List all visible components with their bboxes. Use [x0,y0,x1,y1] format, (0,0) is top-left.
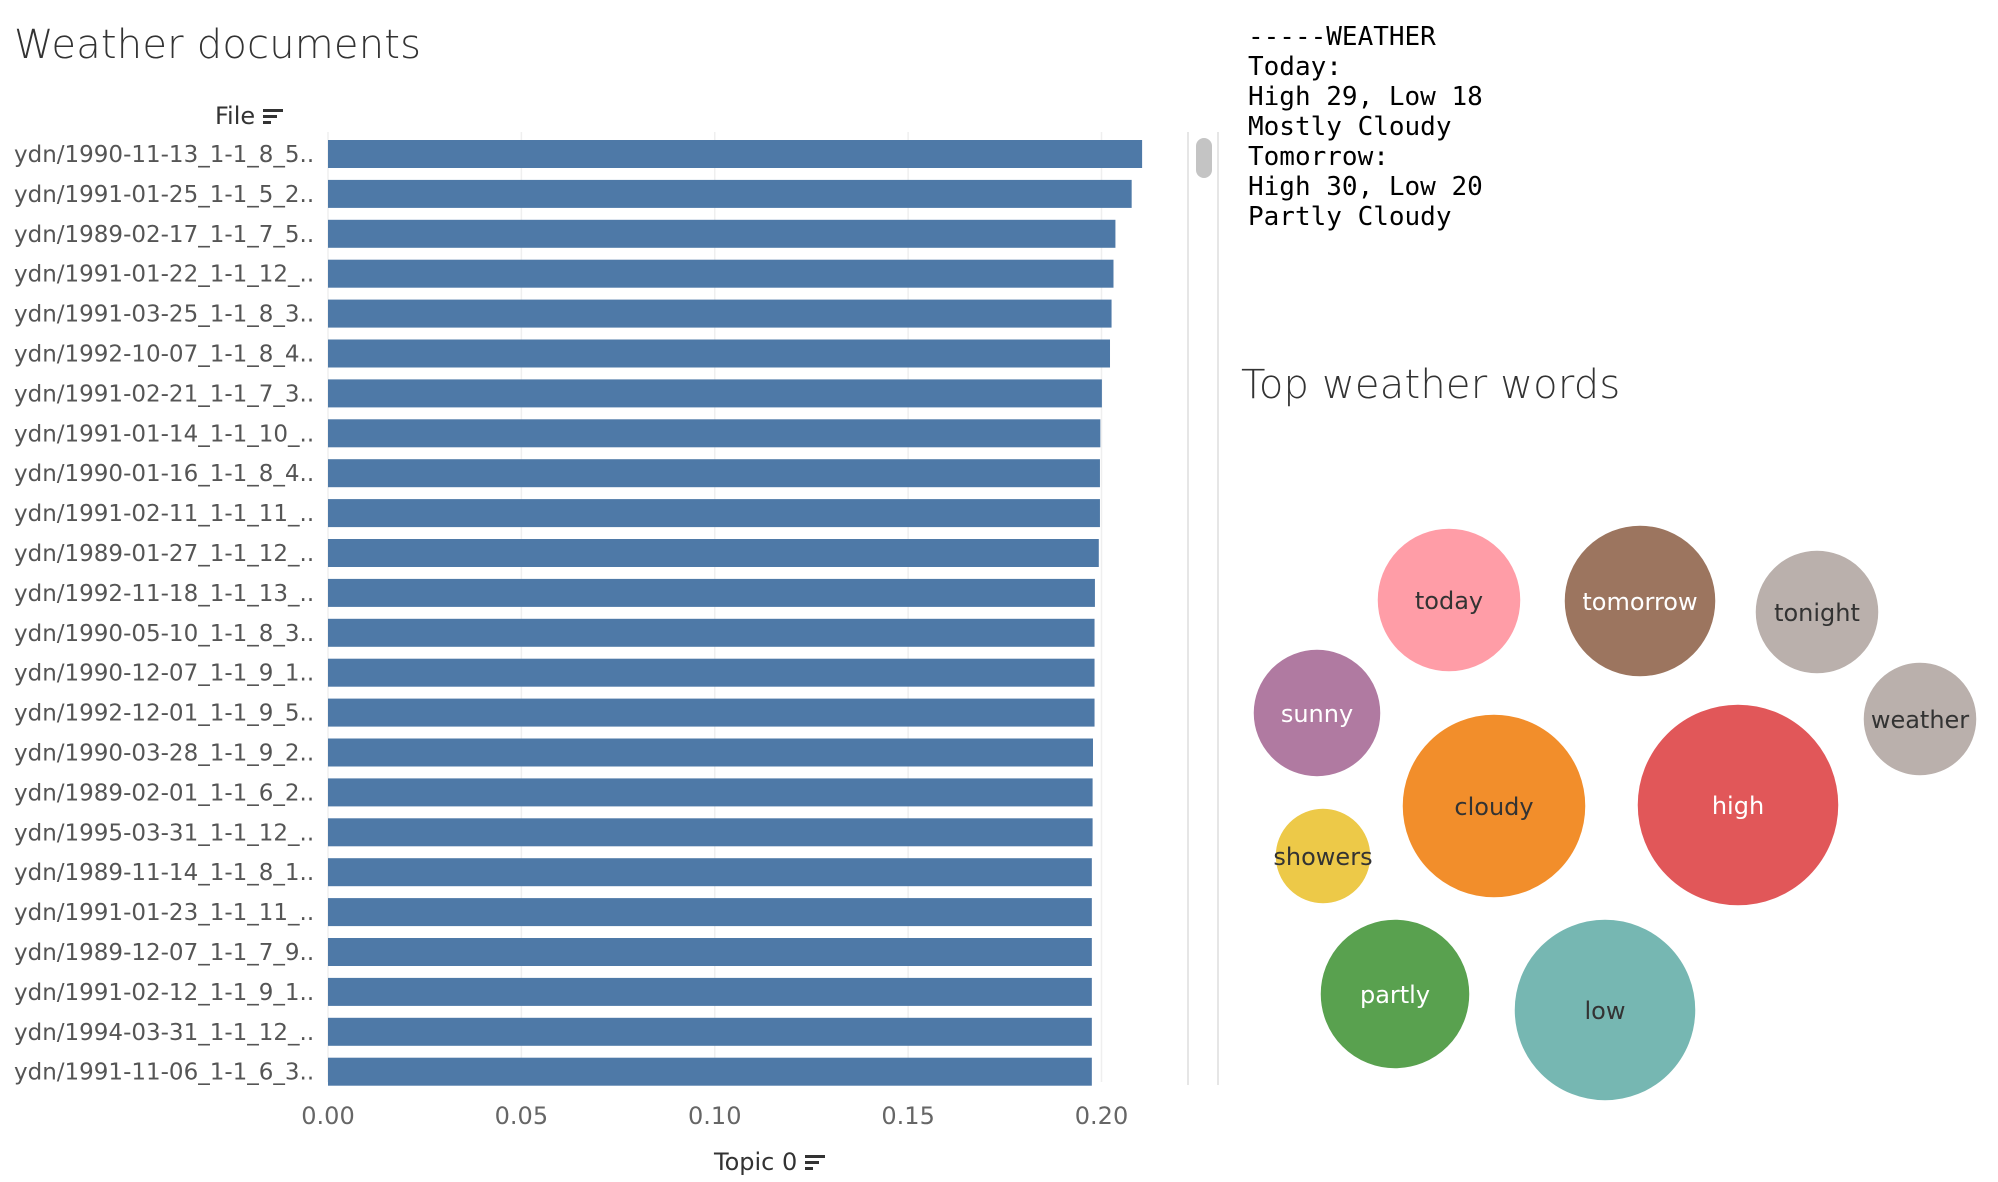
x-tick-label: 0.10 [688,1102,741,1130]
file-labels-group: ydn/1990-11-13_1-1_8_5.. ydn/1991-01-25_1… [14,142,314,1086]
bubble-partly[interactable] [1319,918,1471,1070]
file-label[interactable]: ydn/1992-12-01_1-1_9_5.. [14,701,314,727]
file-label[interactable]: ydn/1990-01-16_1-1_8_4.. [14,461,314,487]
bar[interactable] [328,858,1092,887]
bubbles-group: today tomorrow tonight weather sunny cloudy hi… [1252,524,1978,1102]
file-label[interactable]: ydn/1991-01-25_1-1_5_2.. [14,182,314,208]
bar[interactable] [328,299,1112,328]
bar[interactable] [328,977,1092,1006]
file-label[interactable]: ydn/1990-12-07_1-1_9_1.. [14,661,314,687]
bar[interactable] [328,140,1143,168]
bubble-showers[interactable] [1274,807,1372,905]
scrollbar-thumb[interactable] [1196,138,1212,178]
bar[interactable] [328,379,1102,408]
file-label[interactable]: ydn/1989-12-07_1-1_7_9.. [14,940,314,966]
file-label[interactable]: ydn/1991-01-23_1-1_11_.. [14,900,314,926]
file-label[interactable]: ydn/1989-02-01_1-1_6_2.. [14,780,314,806]
bubble-label-showers: showers [1273,843,1372,871]
bubble-label-today: today [1415,587,1483,615]
bar[interactable] [328,698,1095,727]
bubble-cloudy[interactable] [1401,713,1587,899]
bubble-sunny[interactable] [1252,648,1382,778]
bubble-label-high: high [1712,792,1764,820]
file-label[interactable]: ydn/1992-10-07_1-1_8_4.. [14,342,314,368]
file-column-header[interactable]: File [215,102,284,130]
file-label[interactable]: ydn/1991-02-21_1-1_7_3.. [14,381,314,407]
file-label[interactable]: ydn/1989-01-27_1-1_12_.. [14,541,314,567]
bubble-tonight[interactable] [1754,549,1880,675]
file-label[interactable]: ydn/1990-11-13_1-1_8_5.. [14,142,314,168]
bubble-label-tomorrow: tomorrow [1582,588,1697,616]
x-tick-label: 0.00 [301,1102,354,1130]
x-tick-label: 0.15 [881,1102,934,1130]
bar[interactable] [328,898,1092,927]
bar[interactable] [328,179,1132,208]
bar[interactable] [328,938,1092,966]
bubble-weather[interactable] [1862,661,1978,777]
bubble-low[interactable] [1513,918,1697,1102]
bar[interactable] [328,499,1100,528]
bar[interactable] [328,1017,1092,1046]
bar[interactable] [328,259,1114,288]
file-label[interactable]: ydn/1991-03-25_1-1_8_3.. [14,302,314,328]
bar[interactable] [328,818,1093,847]
bar[interactable] [328,219,1116,248]
bar[interactable] [328,459,1100,488]
bar[interactable] [328,339,1111,368]
bubble-high[interactable] [1636,703,1840,907]
chart-title-weather-documents: Weather documents [14,22,422,68]
topic-axis-title[interactable]: Topic 0 [714,1148,826,1176]
file-label[interactable]: ydn/1990-03-28_1-1_9_2.. [14,741,314,767]
file-label[interactable]: ydn/1995-03-31_1-1_12_.. [14,820,314,846]
topic-axis-label: Topic 0 [714,1148,798,1176]
file-label[interactable]: ydn/1991-01-14_1-1_10_.. [14,421,314,447]
bubble-today[interactable] [1376,527,1522,673]
bar[interactable] [328,578,1095,607]
bars-group [328,140,1143,1086]
weather-text-box: -----WEATHER Today: High 29, Low 18 Most… [1248,22,1483,232]
bar[interactable] [328,658,1095,687]
bubble-label-low: low [1585,997,1626,1025]
bubble-label-sunny: sunny [1281,700,1353,728]
bubble-tomorrow[interactable] [1563,524,1717,678]
bar[interactable] [328,419,1101,448]
bubble-label-cloudy: cloudy [1454,793,1533,821]
file-label[interactable]: ydn/1989-02-17_1-1_7_5.. [14,222,314,248]
file-label[interactable]: ydn/1991-11-06_1-1_6_3.. [14,1060,314,1086]
file-label[interactable]: ydn/1991-01-22_1-1_12_.. [14,262,314,288]
sort-icon[interactable] [805,1154,826,1170]
bar[interactable] [328,778,1093,807]
chart-title-top-weather-words: Top weather words [1241,362,1621,408]
bar[interactable] [328,618,1095,647]
x-tick-label: 0.20 [1075,1102,1128,1130]
file-header-label: File [215,102,256,130]
bubble-label-weather: weather [1871,706,1969,734]
file-label[interactable]: ydn/1992-11-18_1-1_13_.. [14,581,314,607]
bar[interactable] [328,1057,1092,1086]
file-label[interactable]: ydn/1994-03-31_1-1_12_.. [14,1020,314,1046]
bubble-label-tonight: tonight [1774,599,1860,627]
bubble-label-partly: partly [1360,981,1430,1009]
file-label[interactable]: ydn/1991-02-12_1-1_9_1.. [14,980,314,1006]
bar[interactable] [328,539,1099,567]
file-label[interactable]: ydn/1990-05-10_1-1_8_3.. [14,621,314,647]
x-tick-label: 0.05 [495,1102,548,1130]
file-label[interactable]: ydn/1989-11-14_1-1_8_1.. [14,860,314,886]
file-label[interactable]: ydn/1991-02-11_1-1_11_.. [14,501,314,527]
x-axis-ticks: 0.00 0.05 0.10 0.15 0.20 [301,1102,1128,1130]
sort-icon[interactable] [263,108,284,124]
bar[interactable] [328,738,1093,767]
